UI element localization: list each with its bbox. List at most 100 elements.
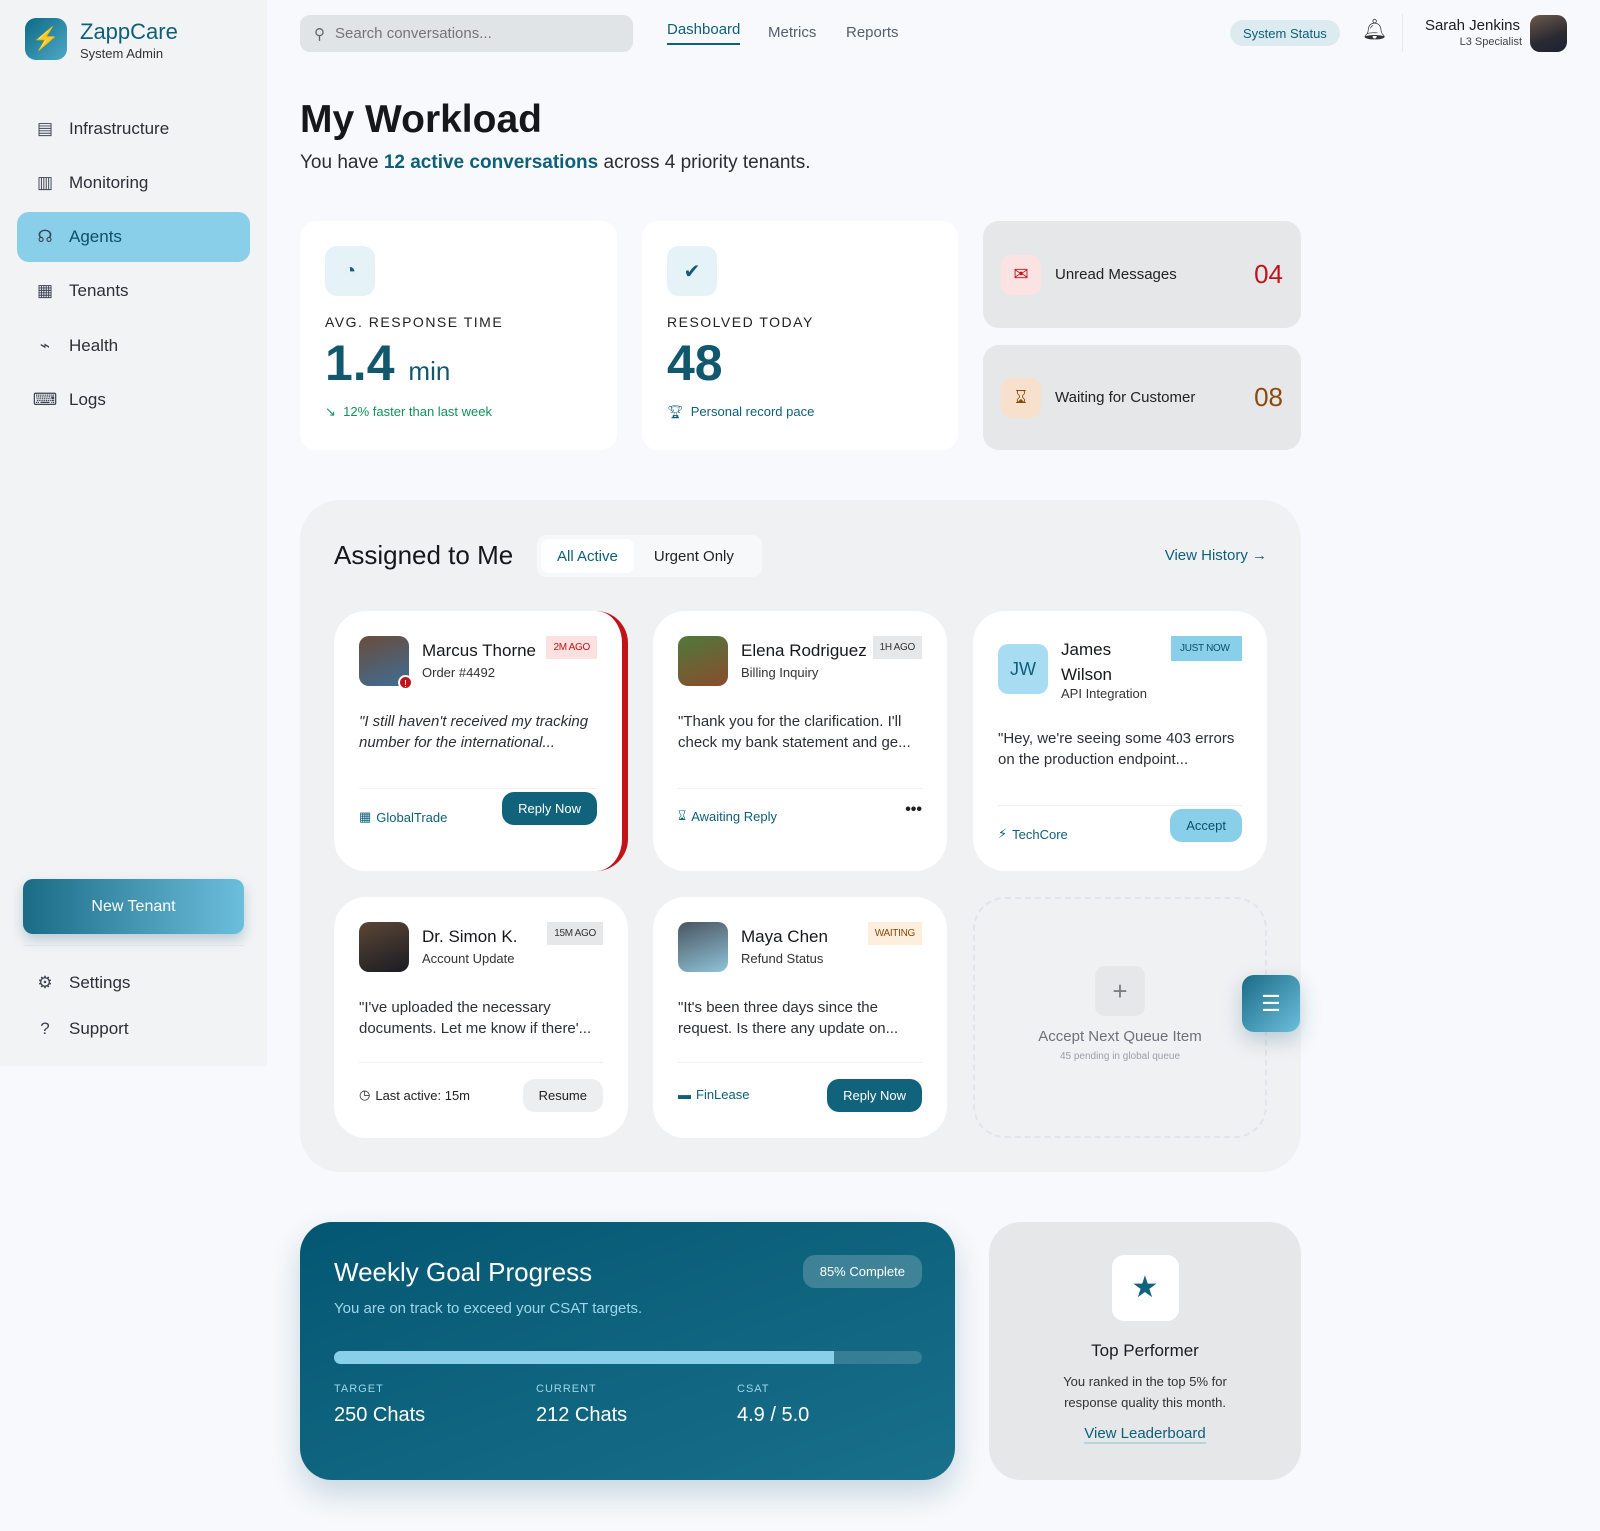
message-preview: "Thank you for the clarification. I'll c… — [678, 713, 911, 751]
new-tenant-button[interactable]: New Tenant — [23, 879, 244, 934]
chart-icon: ▥ — [36, 173, 54, 192]
performer-title: Top Performer — [1091, 1341, 1199, 1360]
metric-value: 212 Chats — [536, 1404, 628, 1426]
sidebar-item-settings[interactable]: ⚙ Settings — [17, 958, 250, 1008]
message-preview: "It's been three days since the request.… — [678, 999, 899, 1037]
bell-icon[interactable]: 🔔︎ — [1362, 19, 1388, 41]
topic: Billing Inquiry — [741, 665, 819, 680]
chat-fab-icon[interactable]: ☰ — [1242, 975, 1300, 1032]
conversation-card[interactable]: JW James Wilson API Integration JUST NOW… — [973, 611, 1267, 871]
building-icon: ▦ — [359, 809, 372, 824]
stat-note: ↘ 12% faster than last week — [325, 404, 492, 419]
trend-down-icon: ↘ — [325, 404, 336, 419]
sidebar-item-logs[interactable]: ⌨ Logs — [17, 375, 250, 425]
nav-label: Tenants — [69, 281, 129, 300]
sidebar-item-tenants[interactable]: ▦ Tenants — [17, 266, 250, 316]
sidebar-item-monitoring[interactable]: ▥ Monitoring — [17, 158, 250, 208]
stat-value: 48 — [667, 335, 723, 391]
nav-label: Support — [69, 1019, 129, 1038]
nav-label: Logs — [69, 390, 106, 409]
tenant-label: ▬ FinLease — [678, 1087, 750, 1102]
system-status-button[interactable]: System Status — [1230, 20, 1340, 46]
section-title: Assigned to Me — [334, 540, 514, 570]
brand-name: ZappCare — [80, 19, 178, 44]
view-history-link[interactable]: View History → — [1164, 547, 1267, 564]
customer-name: Maya Chen — [741, 927, 828, 946]
completion-badge: 85% Complete — [802, 1255, 922, 1288]
conversation-card[interactable]: Maya Chen Refund Status WAITING "It's be… — [653, 897, 947, 1138]
metric-value: 250 Chats — [334, 1404, 426, 1426]
progress-fill — [334, 1351, 834, 1364]
server-icon: ▤ — [36, 119, 54, 138]
view-leaderboard-link[interactable]: View Leaderboard — [1084, 1425, 1206, 1444]
tab-reports[interactable]: Reports — [846, 24, 899, 41]
tab-dashboard[interactable]: Dashboard — [667, 21, 741, 45]
customer-name: Elena Rodriguez — [741, 641, 867, 660]
clock-icon: ◷ — [359, 1087, 371, 1102]
waiting-customer-card[interactable]: ⌛︎ Waiting for Customer 08 — [983, 345, 1301, 450]
divider — [1402, 14, 1403, 52]
avatar — [678, 922, 728, 972]
more-options-icon[interactable]: ••• — [905, 801, 922, 818]
sidebar-item-agents[interactable]: ☊ Agents — [17, 212, 250, 262]
reply-now-button[interactable]: Reply Now — [827, 1079, 922, 1112]
user-name: Sarah Jenkins — [1424, 17, 1520, 34]
sidebar-item-infrastructure[interactable]: ▤ Infrastructure — [17, 104, 250, 154]
queue-title: Accept Next Queue Item — [1038, 1028, 1202, 1045]
card-icon: ▬ — [678, 1087, 691, 1102]
reply-now-button[interactable]: Reply Now — [502, 792, 597, 825]
tab-metrics[interactable]: Metrics — [768, 24, 817, 41]
user-avatar[interactable] — [1530, 15, 1567, 52]
search-icon: ⚲ — [314, 25, 325, 43]
unread-messages-card[interactable]: ✉ Unread Messages 04 — [983, 221, 1301, 328]
conversation-card[interactable]: Dr. Simon K. Account Update 15M AGO "I'v… — [334, 897, 628, 1138]
active-conversations-link[interactable]: 12 active conversations — [383, 152, 599, 173]
status-badge: WAITING — [867, 922, 922, 945]
headset-icon: ☊ — [37, 227, 53, 246]
sidebar: ⚡ ZappCare System Admin ▤ Infrastructure … — [0, 0, 267, 1066]
building-icon: ▦ — [36, 281, 54, 300]
plus-icon: + — [1095, 966, 1145, 1016]
message-preview: "I've uploaded the necessary documents. … — [359, 999, 592, 1037]
avatar — [359, 922, 409, 972]
lightning-icon: ⚡︎ — [998, 826, 1008, 841]
time-badge: JUST NOW — [1171, 636, 1242, 661]
terminal-icon: ⌨ — [32, 390, 58, 409]
progress-track — [334, 1351, 922, 1364]
customer-name: Marcus Thorne — [422, 641, 537, 660]
conversation-card[interactable]: ! Marcus Thorne Order #4492 2M AGO "I st… — [334, 611, 628, 871]
assigned-section: Assigned to Me All Active Urgent Only Vi… — [300, 500, 1301, 1172]
star-icon: ★ — [1111, 1255, 1179, 1321]
divider — [23, 945, 244, 946]
nav-label: Monitoring — [69, 173, 149, 192]
filter-tabs: All Active Urgent Only — [537, 535, 762, 577]
sidebar-item-support[interactable]: ? Support — [17, 1004, 250, 1054]
search-input[interactable] — [335, 25, 605, 42]
user-title: L3 Specialist — [1459, 36, 1522, 48]
resume-button[interactable]: Resume — [522, 1079, 603, 1112]
page-title: My Workload — [300, 98, 542, 141]
customer-name: James Wilson — [1061, 640, 1113, 684]
hourglass-icon: ⌛︎ — [1001, 377, 1041, 418]
filter-urgent-only[interactable]: Urgent Only — [653, 547, 734, 565]
filter-all-active[interactable]: All Active — [541, 539, 634, 573]
mini-label: Unread Messages — [1055, 266, 1177, 283]
accept-queue-item[interactable]: + Accept Next Queue Item 45 pending in g… — [973, 897, 1267, 1138]
conversation-card[interactable]: Elena Rodriguez Billing Inquiry 1H AGO "… — [653, 611, 947, 871]
page-subtitle: You have 12 active conversations across … — [300, 152, 811, 173]
arrow-right-icon: → — [1252, 547, 1267, 564]
nav-label: Agents — [69, 227, 122, 246]
mini-label: Waiting for Customer — [1055, 389, 1196, 406]
mail-icon: ✉ — [1001, 254, 1041, 295]
accept-button[interactable]: Accept — [1170, 809, 1242, 842]
message-preview: "I still haven't received my tracking nu… — [359, 713, 589, 751]
stat-card-response-time: ◔ AVG. RESPONSE TIME 1.4 min ↘ 12% faste… — [300, 221, 617, 450]
stat-note: 🏆︎ Personal record pace — [667, 404, 815, 419]
metric-label: CSAT — [737, 1383, 770, 1395]
goal-title: Weekly Goal Progress — [334, 1257, 593, 1287]
search-bar[interactable]: ⚲ — [300, 15, 633, 52]
metric-value: 4.9 / 5.0 — [737, 1404, 810, 1426]
sidebar-item-health[interactable]: ⌁ Health — [17, 321, 250, 371]
topic: Refund Status — [741, 951, 824, 966]
lightning-logo-icon: ⚡ — [25, 18, 67, 60]
